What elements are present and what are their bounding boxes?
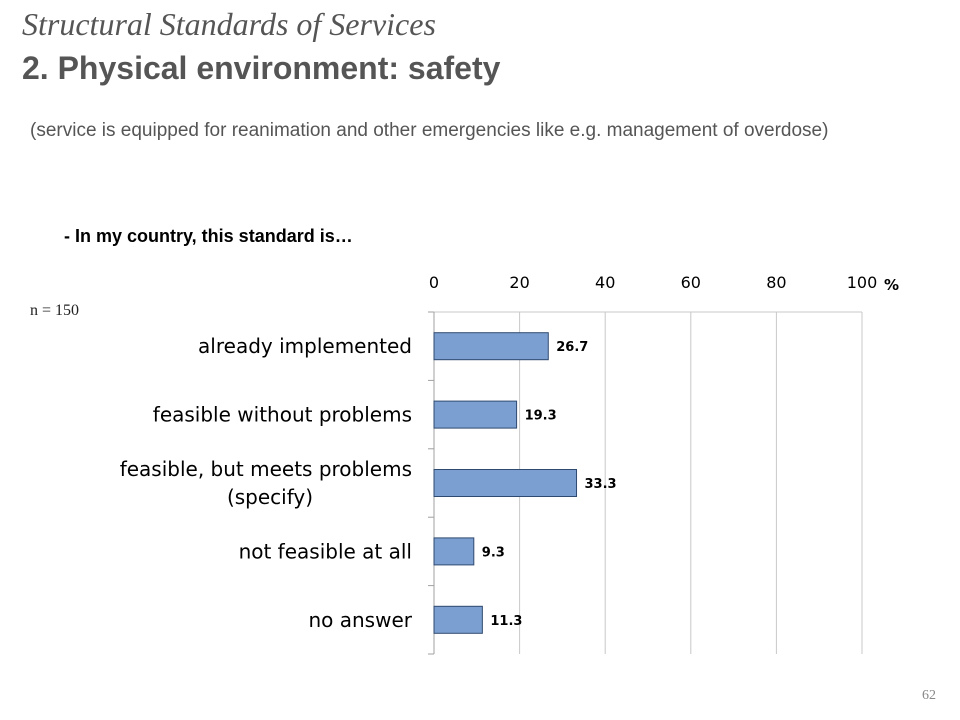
bar bbox=[433, 332, 549, 361]
x-tick-label: 60 bbox=[681, 273, 701, 292]
sample-size-label: n = 150 bbox=[30, 302, 80, 319]
bar bbox=[433, 605, 483, 634]
x-tick-label: 0 bbox=[429, 273, 439, 292]
slide-title-bold: 2. Physical environment: safety bbox=[22, 50, 501, 86]
category-label: feasible without problems bbox=[153, 403, 412, 427]
bar-value-label: 26.7 bbox=[556, 340, 588, 355]
bar-value-label: 19.3 bbox=[525, 409, 557, 424]
x-tick-label: 40 bbox=[595, 273, 615, 292]
slide-title-italic: Structural Standards of Services bbox=[22, 6, 436, 42]
slide-subtitle: (service is equipped for reanimation and… bbox=[30, 120, 829, 141]
page-number: 62 bbox=[922, 688, 936, 703]
bar-value-label: 9.3 bbox=[482, 545, 505, 560]
category-label: no answer bbox=[308, 608, 412, 632]
bar bbox=[433, 469, 578, 497]
bar-value-label: 33.3 bbox=[585, 477, 617, 492]
x-tick-label: 80 bbox=[766, 273, 786, 292]
survey-question: - In my country, this standard is… bbox=[64, 226, 353, 246]
category-label: not feasible at all bbox=[239, 539, 412, 563]
bar bbox=[433, 537, 475, 566]
x-unit-label: % bbox=[884, 276, 899, 294]
x-tick-label: 20 bbox=[509, 273, 529, 292]
category-label: already implemented bbox=[198, 334, 412, 358]
category-label: feasible, but meets problems bbox=[120, 457, 412, 481]
category-label: (specify) bbox=[227, 485, 313, 509]
bar-value-label: 11.3 bbox=[490, 614, 522, 629]
x-tick-label: 100 bbox=[847, 273, 878, 292]
bar bbox=[433, 400, 518, 429]
